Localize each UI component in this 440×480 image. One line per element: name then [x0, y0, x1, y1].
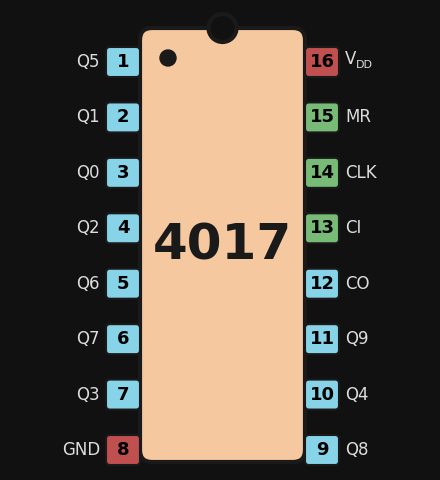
Text: Q2: Q2 [77, 219, 100, 237]
FancyBboxPatch shape [106, 47, 140, 77]
FancyBboxPatch shape [106, 324, 140, 354]
Text: Q9: Q9 [345, 330, 368, 348]
FancyBboxPatch shape [305, 269, 339, 299]
Text: 2: 2 [117, 108, 129, 126]
Text: 8: 8 [117, 441, 129, 459]
Text: 12: 12 [309, 275, 334, 293]
Text: Q1: Q1 [77, 108, 100, 126]
FancyBboxPatch shape [106, 213, 140, 243]
Text: CO: CO [345, 275, 370, 293]
Text: Q0: Q0 [77, 164, 100, 182]
FancyBboxPatch shape [305, 47, 339, 77]
FancyBboxPatch shape [106, 435, 140, 465]
Text: 13: 13 [309, 219, 334, 237]
Text: 16: 16 [309, 53, 334, 71]
Text: CLK: CLK [345, 164, 377, 182]
FancyBboxPatch shape [305, 158, 339, 188]
Text: Q3: Q3 [77, 385, 100, 404]
Circle shape [160, 50, 176, 66]
Text: 7: 7 [117, 385, 129, 404]
Text: 11: 11 [309, 330, 334, 348]
Text: GND: GND [62, 441, 100, 459]
FancyBboxPatch shape [106, 380, 140, 409]
FancyBboxPatch shape [305, 380, 339, 409]
Text: CI: CI [345, 219, 361, 237]
FancyBboxPatch shape [106, 158, 140, 188]
Text: V: V [345, 50, 356, 68]
FancyBboxPatch shape [305, 324, 339, 354]
Text: 15: 15 [309, 108, 334, 126]
FancyBboxPatch shape [305, 102, 339, 132]
FancyBboxPatch shape [305, 435, 339, 465]
Text: 5: 5 [117, 275, 129, 293]
Text: Q6: Q6 [77, 275, 100, 293]
FancyBboxPatch shape [106, 102, 140, 132]
Text: 4017: 4017 [153, 221, 292, 269]
FancyBboxPatch shape [140, 28, 305, 462]
Text: 6: 6 [117, 330, 129, 348]
Text: 4: 4 [117, 219, 129, 237]
Circle shape [209, 14, 237, 42]
Text: 1: 1 [117, 53, 129, 71]
FancyBboxPatch shape [106, 269, 140, 299]
Text: Q8: Q8 [345, 441, 368, 459]
Text: DD: DD [356, 60, 373, 70]
Text: 10: 10 [309, 385, 334, 404]
Text: 9: 9 [316, 441, 328, 459]
FancyBboxPatch shape [305, 213, 339, 243]
Text: 14: 14 [309, 164, 334, 182]
Text: Q4: Q4 [345, 385, 368, 404]
Text: Q7: Q7 [77, 330, 100, 348]
Text: Q5: Q5 [77, 53, 100, 71]
Text: MR: MR [345, 108, 371, 126]
Text: 3: 3 [117, 164, 129, 182]
